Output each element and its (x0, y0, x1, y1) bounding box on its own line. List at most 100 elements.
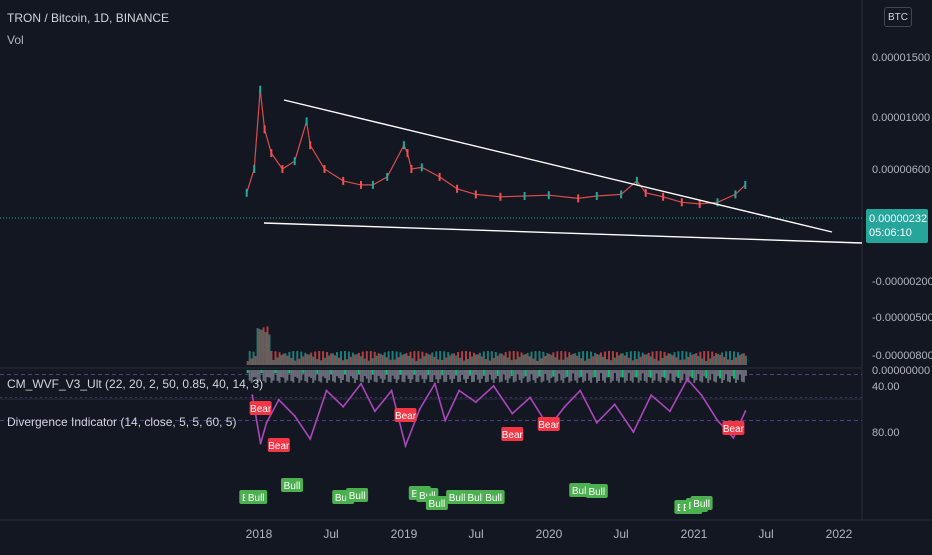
volume-bar (669, 353, 672, 365)
price-series-line (246, 89, 746, 205)
symbol-title[interactable]: TRON / Bitcoin, 1D, BINANCE (7, 11, 170, 25)
wvf-histogram-bar (619, 370, 622, 378)
volume-bar (417, 351, 420, 365)
volume-bar (328, 355, 331, 365)
wvf-histogram-bar (308, 370, 311, 377)
volume-bar (377, 353, 380, 365)
wvf-histogram-bar (572, 370, 575, 374)
wvf-histogram-bar (673, 370, 676, 383)
rsi-point (373, 410, 376, 413)
wvf-histogram-bar (655, 370, 658, 374)
volume-legend[interactable]: Vol (7, 33, 24, 47)
volume-bar (520, 352, 523, 365)
wvf-histogram-bar (465, 370, 467, 383)
volume-bar (711, 351, 714, 365)
wvf-histogram-bar (471, 370, 473, 383)
wvf-histogram-bar (715, 370, 718, 383)
wvf-histogram-bar (256, 370, 259, 383)
wvf-indicator-legend[interactable]: CM_WVF_V3_Ult (22, 20, 2, 50, 0.85, 40, … (7, 377, 264, 391)
volume-bar (357, 352, 360, 365)
bull-label-box (446, 490, 469, 504)
volume-bar (351, 352, 354, 365)
wvf-histogram-bar (641, 370, 644, 374)
wvf-histogram-bar (276, 370, 279, 381)
rsi-point (404, 444, 407, 447)
wvf-histogram-bar (443, 370, 446, 383)
wvf-histogram-bar (425, 370, 428, 380)
currency-button[interactable]: BTC (884, 7, 912, 27)
wvf-histogram-bar (611, 370, 614, 381)
divergence-indicator-legend[interactable]: Divergence Indicator (14, close, 5, 5, 6… (7, 415, 237, 429)
wvf-histogram-bar (574, 370, 577, 381)
wvf-histogram-bar (246, 370, 249, 373)
wvf-histogram-bar (280, 370, 283, 377)
rsi-point (650, 394, 653, 397)
rsi-point (433, 382, 436, 385)
volume-bar (476, 354, 479, 365)
wvf-histogram-bar (661, 370, 664, 377)
rsi-point (474, 401, 477, 404)
wvf-histogram-bar (254, 370, 257, 378)
volume-bar (260, 329, 263, 365)
volume-bar (600, 352, 602, 365)
wvf-histogram-bar (600, 370, 602, 374)
wvf-histogram-bar (663, 370, 666, 378)
wvf-histogram-bar (615, 370, 618, 381)
volume-bar (252, 351, 255, 365)
volume-bar (717, 354, 720, 365)
wvf-histogram-bar (475, 370, 477, 375)
volume-bar (740, 353, 743, 365)
volume-bar (578, 351, 581, 365)
volume-bar (635, 359, 638, 365)
wvf-histogram-bar (330, 370, 333, 374)
wvf-histogram-bar (721, 370, 724, 383)
volume-bar (733, 351, 735, 365)
volume-bar (256, 328, 259, 365)
rsi-axis-tick-label: 40.00 (872, 381, 900, 393)
volume-bar (455, 355, 458, 365)
volume-bar (451, 353, 454, 365)
wvf-histogram-bar (510, 370, 513, 377)
volume-bar (383, 352, 386, 365)
volume-bar (671, 355, 674, 365)
volume-bar (659, 351, 662, 365)
volume-bar (639, 356, 642, 365)
wvf-histogram-bar (606, 370, 608, 378)
volume-bar (401, 354, 404, 365)
wvf-histogram-bar (389, 370, 392, 383)
volume-bar (691, 354, 694, 365)
volume-bar (258, 329, 261, 365)
bull-label-box (585, 484, 608, 498)
volume-bar (461, 351, 464, 365)
volume-bar (494, 352, 497, 365)
time-axis-tick-label: Jul (468, 527, 483, 541)
volume-bar (463, 360, 466, 365)
volume-bar (683, 359, 686, 365)
wvf-histogram-bar (397, 370, 400, 380)
rsi-point (732, 436, 735, 439)
volume-bar (619, 353, 622, 365)
volume-bar (532, 358, 535, 365)
rsi-point (293, 414, 296, 417)
price-candle (305, 117, 308, 126)
wvf-histogram-bar (367, 370, 370, 383)
price-candle (410, 165, 413, 173)
bear-label-box (501, 427, 524, 441)
bull-label-box (464, 490, 487, 504)
volume-bar (735, 357, 737, 365)
rsi-point (360, 382, 362, 385)
volume-bar (538, 351, 541, 365)
volume-bar (508, 351, 511, 365)
price-axis-tick-label: 0.00001000 (872, 112, 930, 124)
wvf-histogram-bar (669, 370, 672, 374)
wvf-histogram-bar (395, 370, 398, 383)
wvf-histogram-bar (349, 370, 352, 377)
wvf-histogram-bar (441, 370, 444, 376)
volume-bar (324, 357, 327, 365)
wvf-histogram-bar (647, 370, 650, 377)
price-candle (420, 163, 423, 172)
wvf-histogram-bar (455, 370, 458, 376)
wvf-histogram-bar (645, 370, 648, 383)
